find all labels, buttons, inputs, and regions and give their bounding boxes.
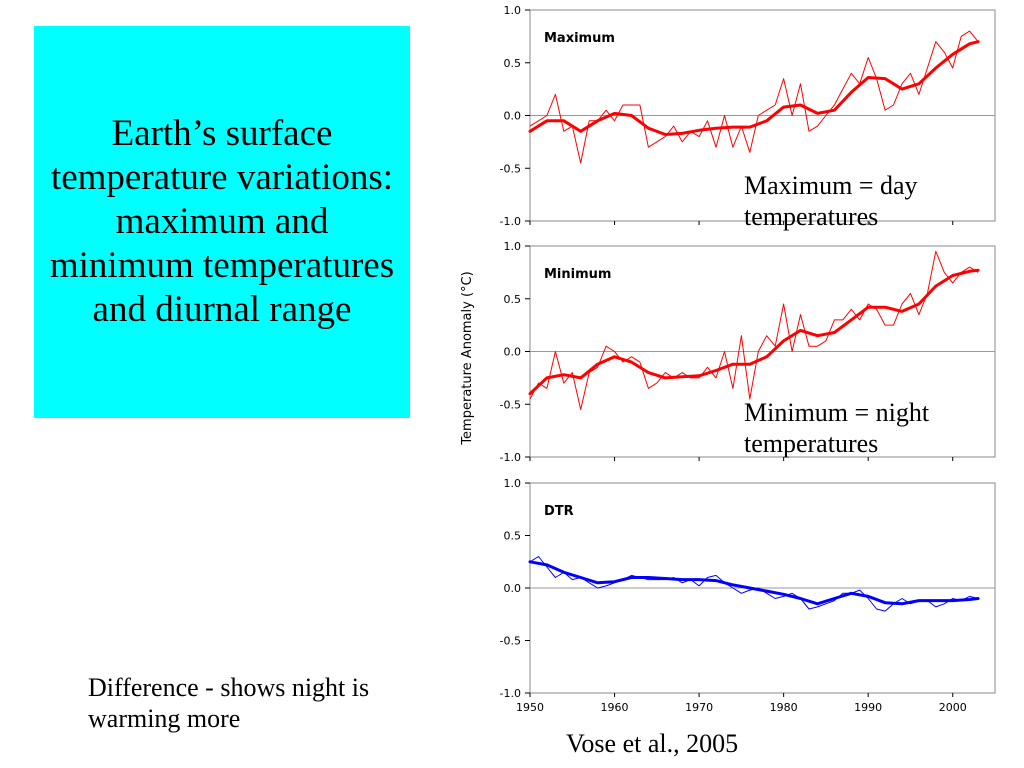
temperature-chart: 1.0 0.5 0.0 -0.5 -1.0 Maximum 1.0 0.5 0.0 -0.5 -1.… <box>0 0 1024 768</box>
x-tick-label: 1970 <box>685 701 713 714</box>
y-tick-label-maximum: 1.0 <box>504 4 522 17</box>
x-tick-label: 2000 <box>939 701 967 714</box>
panel-title-maximum: Maximum <box>544 31 615 46</box>
y-tick-label-maximum: -0.5 <box>500 162 521 175</box>
y-tick-label-maximum: -1.0 <box>500 215 521 228</box>
smoothed-series-dtr <box>530 562 978 604</box>
x-tick-label: 1980 <box>770 701 798 714</box>
y-tick-label-minimum: 0.0 <box>504 346 522 359</box>
smoothed-series-maximum <box>530 42 978 135</box>
panel-title-minimum: Minimum <box>544 267 611 282</box>
y-tick-label-dtr: 1.0 <box>504 477 522 490</box>
x-tick-label: 1990 <box>854 701 882 714</box>
y-tick-label-minimum: 0.5 <box>504 293 522 306</box>
note-maximum: Maximum = day temperatures <box>744 170 1014 232</box>
y-tick-label-minimum: -0.5 <box>500 398 521 411</box>
y-tick-label-dtr: -1.0 <box>500 687 521 700</box>
x-tick-label: 1950 <box>516 701 544 714</box>
panel-title-dtr: DTR <box>544 504 574 519</box>
y-axis-title: Temperature Anomaly (°C) <box>460 271 475 445</box>
y-tick-label-dtr: 0.0 <box>504 582 522 595</box>
y-tick-label-dtr: -0.5 <box>500 635 521 648</box>
annual-series-maximum <box>530 31 978 163</box>
y-tick-label-maximum: 0.0 <box>504 110 522 123</box>
y-tick-label-minimum: 1.0 <box>504 240 522 253</box>
y-tick-label-minimum: -1.0 <box>500 451 521 464</box>
note-difference: Difference - shows night is warming more <box>88 672 468 734</box>
y-tick-label-maximum: 0.5 <box>504 57 522 70</box>
citation: Vose et al., 2005 <box>566 728 826 759</box>
y-tick-label-dtr: 0.5 <box>504 530 522 543</box>
note-minimum: Minimum = night temperatures <box>744 397 1014 459</box>
x-tick-label: 1960 <box>601 701 629 714</box>
